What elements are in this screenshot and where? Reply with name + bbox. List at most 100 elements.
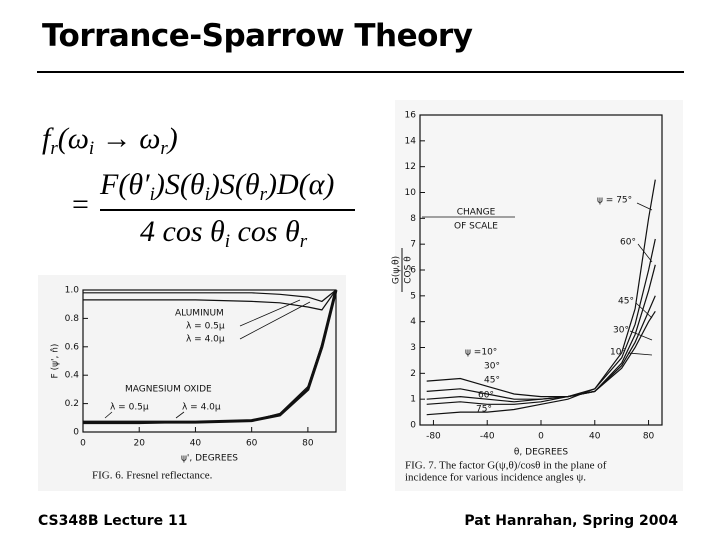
leader-line — [627, 352, 653, 356]
x-tick-label: -40 — [480, 432, 495, 442]
formula-text: cos θ — [230, 215, 300, 248]
figure-caption: FIG. 6. Fresnel reflectance. — [92, 470, 213, 482]
x-tick-label: 40 — [190, 439, 202, 449]
annotation: ψ = 75° — [597, 196, 632, 206]
subscript: r — [299, 231, 308, 252]
annotation: CHANGE — [457, 208, 496, 218]
leader-line — [637, 243, 653, 263]
y-tick-label: 0.6 — [65, 342, 80, 352]
annotation: 45° — [618, 297, 634, 307]
leader-line — [239, 299, 301, 327]
formula-lhs: fr(ωi → ωr) — [42, 122, 178, 160]
y-tick-label: 1.0 — [65, 286, 80, 296]
formula-text: )S(θ — [209, 168, 260, 201]
series-label: 30° — [484, 362, 500, 372]
x-tick-label: -80 — [426, 432, 441, 442]
subscript: r — [50, 138, 58, 159]
figure-background — [38, 275, 346, 491]
footer-right: Pat Hanrahan, Spring 2004 — [464, 513, 678, 529]
y-tick-label: 0.8 — [65, 314, 80, 324]
figure-background — [395, 100, 683, 491]
annotation: ALUMINUM — [175, 309, 224, 319]
y-tick-label: 0.2 — [65, 399, 79, 409]
formula-text: 4 cos θ — [140, 215, 225, 248]
annotation: λ = 0.5μ — [186, 322, 225, 332]
subscript: i — [149, 184, 155, 205]
series-line — [83, 289, 337, 311]
annotation: MAGNESIUM OXIDE — [125, 385, 212, 395]
y-tick-label: 6 — [410, 266, 416, 276]
series-line — [426, 179, 656, 416]
leader-line — [629, 330, 653, 341]
y-tick-label: 14 — [405, 136, 417, 146]
y-tick-label: 12 — [405, 162, 416, 172]
series-line — [83, 289, 337, 303]
series-label: ψ =10° — [465, 348, 497, 358]
annotation: 30° — [613, 326, 629, 336]
y-tick-label: 8 — [410, 214, 416, 224]
formula-text: F(θ′ — [100, 168, 150, 201]
x-tick-label: 60 — [246, 439, 258, 449]
formula-text: )D(α) — [267, 168, 335, 201]
series-label: 45° — [484, 376, 500, 386]
y-tick-label: 3 — [410, 343, 416, 353]
formula-text: )S(θ — [154, 168, 205, 201]
y-tick-label: 16 — [405, 111, 417, 121]
subscript: r — [259, 184, 268, 205]
x-tick-label: 0 — [538, 432, 544, 442]
formula-equals: = — [72, 188, 89, 221]
y-axis-label: F (ψ', n̂) — [50, 344, 61, 379]
fraction-bar — [100, 209, 355, 211]
subscript: i — [88, 138, 95, 159]
figure-caption: incidence for various incidence angles ψ… — [405, 472, 586, 484]
figure-caption: FIG. 7. The factor G(ψ,θ)/cosθ in the pl… — [405, 460, 607, 472]
series-label: 75° — [476, 405, 492, 415]
annotation: λ = 4.0μ — [186, 335, 225, 345]
x-tick-label: 40 — [589, 432, 601, 442]
leader-line — [635, 302, 653, 319]
leader-line — [175, 411, 185, 419]
y-tick-label: 10 — [405, 188, 417, 198]
plot-frame — [82, 289, 337, 433]
formula-text: ) — [167, 122, 178, 155]
formula-numerator: F(θ′i)S(θi)S(θr)D(α) — [100, 168, 334, 206]
y-axis-label: COS θ — [404, 256, 414, 284]
y-tick-label: 0 — [73, 428, 79, 438]
y-tick-label: 5 — [410, 291, 416, 301]
annotation: 10° — [610, 348, 626, 358]
leader-line — [104, 411, 113, 419]
x-axis-label: θ, DEGREES — [514, 448, 568, 458]
y-tick-label: 1 — [410, 395, 416, 405]
annotation: OF SCALE — [454, 222, 498, 232]
formula-text: (ω — [57, 122, 89, 155]
x-tick-label: 80 — [302, 439, 314, 449]
y-tick-label: 0.4 — [65, 371, 80, 381]
annotation: λ = 4.0μ — [182, 403, 221, 413]
y-axis-label: G(ψ,θ) — [392, 256, 402, 284]
series-line — [83, 289, 338, 424]
formula-text: f — [42, 122, 51, 155]
leader-line — [239, 301, 311, 340]
annotation: 60° — [620, 238, 636, 248]
x-tick-label: 20 — [133, 439, 145, 449]
title-rule — [37, 71, 684, 73]
footer-left: CS348B Lecture 11 — [38, 513, 188, 529]
leader-line — [636, 202, 653, 211]
y-tick-label: 4 — [410, 317, 416, 327]
series-label: 60° — [478, 391, 494, 401]
y-tick-label: 7 — [410, 240, 416, 250]
x-tick-label: 80 — [643, 432, 655, 442]
subscript: i — [204, 184, 210, 205]
formula-text: → ω — [94, 122, 161, 155]
x-tick-label: 0 — [80, 439, 86, 449]
subscript: r — [160, 138, 168, 159]
y-tick-label: 2 — [410, 369, 416, 379]
y-tick-label: 0 — [410, 421, 416, 431]
slide-title: Torrance-Sparrow Theory — [42, 18, 473, 54]
series-line — [83, 289, 337, 425]
annotation: λ = 0.5μ — [110, 403, 149, 413]
x-axis-label: ψ', DEGREES — [181, 454, 238, 464]
formula-denominator: 4 cos θi cos θr — [140, 215, 307, 253]
